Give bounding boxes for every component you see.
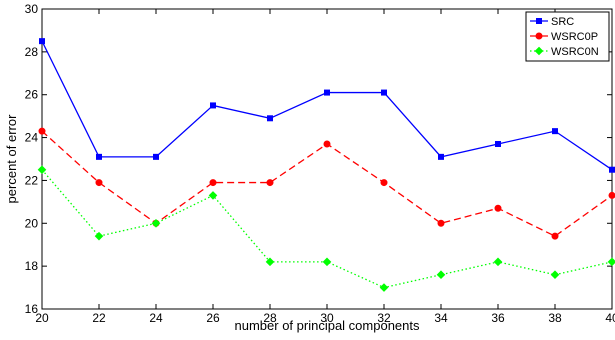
data-point-wsrc0n xyxy=(436,270,446,280)
x-axis-title: number of principal components xyxy=(235,318,420,333)
y-tick-label: 16 xyxy=(25,302,39,316)
data-point-wsrc0p xyxy=(494,204,502,212)
y-tick-label: 28 xyxy=(25,45,39,59)
data-point-wsrc0p xyxy=(551,232,559,240)
data-point-wsrc0p xyxy=(608,191,615,199)
data-point-wsrc0p xyxy=(323,140,331,148)
data-point-wsrc0p xyxy=(380,179,388,187)
data-point-src xyxy=(96,153,102,160)
x-tick-label: 26 xyxy=(206,311,220,325)
series-layer xyxy=(37,38,615,292)
data-point-wsrc0p xyxy=(38,127,46,135)
x-tick-label: 38 xyxy=(548,311,562,325)
x-tick-label: 34 xyxy=(434,311,448,325)
legend-label-wsrc0p: WSRC0P xyxy=(551,31,598,43)
data-point-src xyxy=(267,115,273,122)
data-point-wsrc0n xyxy=(37,165,47,175)
y-axis-title: percent of error xyxy=(4,114,19,204)
data-point-wsrc0p xyxy=(266,179,274,187)
data-point-src xyxy=(324,89,330,96)
data-point-src xyxy=(552,128,558,135)
data-point-wsrc0n xyxy=(94,231,104,241)
data-point-wsrc0n xyxy=(265,257,275,267)
series-wsrc0n xyxy=(37,165,615,292)
data-point-src xyxy=(39,38,45,45)
x-tick-label: 32 xyxy=(377,311,391,325)
data-point-src xyxy=(210,102,216,109)
ticks-layer: 20 22 24 26 28 30 32 34 36 38 40 16 18 20 22 24 26 28 30 xyxy=(25,2,615,325)
data-point-wsrc0n xyxy=(151,218,161,228)
y-tick-label: 18 xyxy=(25,259,39,273)
y-tick-label: 20 xyxy=(25,216,39,230)
data-point-src xyxy=(609,166,615,173)
y-tick-label: 22 xyxy=(25,173,39,187)
data-point-wsrc0n xyxy=(607,257,615,267)
x-tick-label: 24 xyxy=(149,311,163,325)
y-tick-label: 30 xyxy=(25,2,39,16)
legend-marker-src xyxy=(536,18,542,24)
data-point-wsrc0p xyxy=(95,179,103,187)
legend: SRC WSRC0P WSRC0N xyxy=(525,11,610,62)
data-point-wsrc0n xyxy=(208,191,218,200)
y-tick-label: 24 xyxy=(25,131,39,145)
data-point-wsrc0p xyxy=(209,179,217,187)
data-point-wsrc0n xyxy=(493,257,503,267)
data-point-src xyxy=(438,153,444,160)
series-src xyxy=(39,38,615,173)
x-tick-label: 40 xyxy=(605,311,615,325)
data-point-wsrc0n xyxy=(379,283,389,292)
data-point-src xyxy=(495,141,501,147)
x-tick-label: 30 xyxy=(320,311,334,325)
data-point-src xyxy=(381,89,387,96)
series-wsrc0p xyxy=(38,127,615,240)
legend-marker-wsrc0n xyxy=(534,46,544,56)
series-line-wsrc0n xyxy=(41,169,613,289)
legend-label-src: SRC xyxy=(551,16,574,28)
x-tick-label: 28 xyxy=(263,311,277,325)
x-tick-label: 36 xyxy=(491,311,505,325)
data-point-wsrc0p xyxy=(437,219,445,227)
x-tick-label: 22 xyxy=(92,311,106,325)
legend-marker-wsrc0p xyxy=(535,32,543,40)
data-point-src xyxy=(153,153,159,160)
legend-label-wsrc0n: WSRC0N xyxy=(551,46,599,58)
data-point-wsrc0n xyxy=(322,257,332,267)
y-tick-label: 26 xyxy=(25,88,39,102)
x-tick-label: 20 xyxy=(35,311,49,325)
data-point-wsrc0n xyxy=(550,270,560,280)
